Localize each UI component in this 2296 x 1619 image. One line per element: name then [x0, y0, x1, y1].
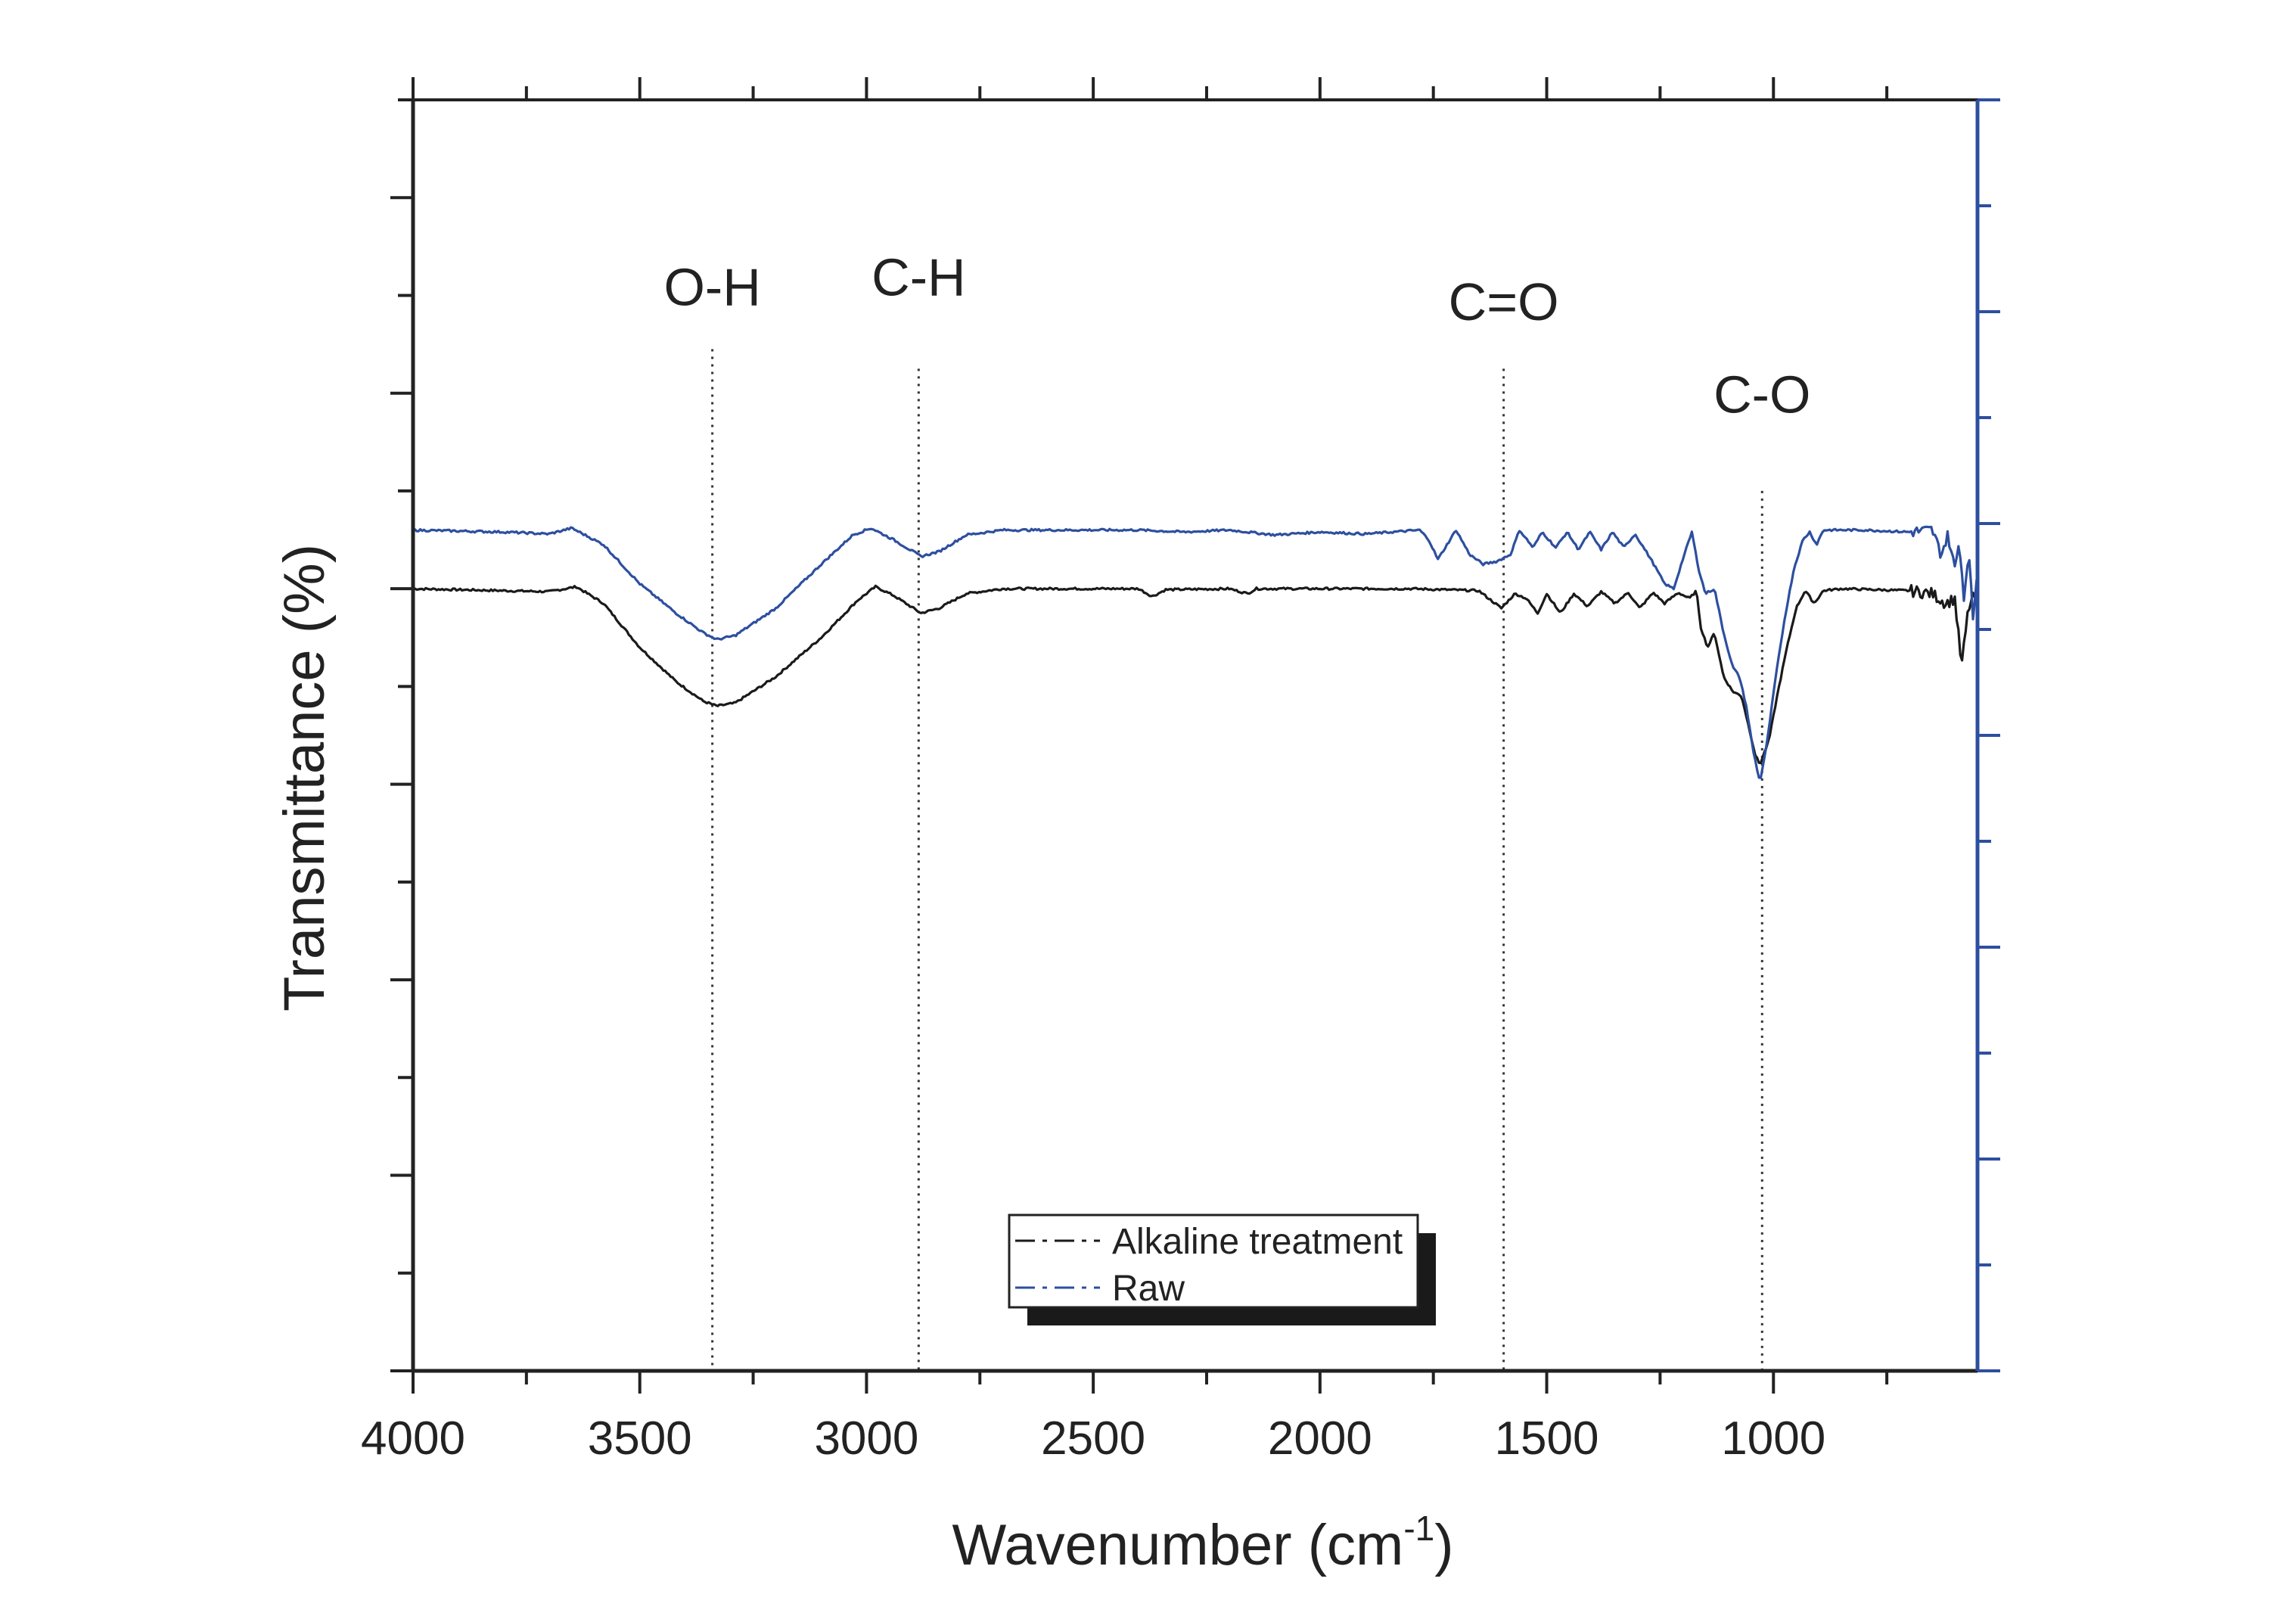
- x-tick-label: 3000: [814, 1412, 918, 1465]
- legend-box: [1008, 1213, 1419, 1309]
- labels: O-H C-H C=O C-O 4000 3500 3000 2500 2000 1500 1000…: [272, 247, 1825, 1577]
- x-axis-title-superscript: -1: [1403, 1509, 1434, 1548]
- x-tick-label: 1500: [1495, 1412, 1599, 1465]
- series-lines: [412, 525, 1978, 779]
- series-line-raw: [412, 525, 1978, 779]
- annotation-label-c-h: C-H: [871, 247, 965, 306]
- annotation-label-c=o: C=O: [1449, 272, 1559, 331]
- legend: Alkaline treatment Raw: [1008, 1213, 1436, 1325]
- axes: [411, 98, 1980, 1373]
- legend-label-raw: Raw: [1112, 1269, 1185, 1309]
- x-axis-title: Wavenumber (cm-1): [952, 1509, 1453, 1577]
- y-axis-title: Transmittance (%): [272, 544, 337, 1011]
- annotation-label-c-o: C-O: [1713, 365, 1810, 424]
- x-tick-label: 2000: [1268, 1412, 1372, 1465]
- ticks: [390, 77, 2000, 1394]
- x-axis-title-main: Wavenumber (cm: [952, 1513, 1403, 1577]
- x-axis-title-suffix: ): [1434, 1513, 1453, 1577]
- series-line-alkaline-treatment: [412, 583, 1978, 765]
- x-tick-label: 3500: [588, 1412, 692, 1465]
- legend-label-alkaline-treatment: Alkaline treatment: [1112, 1222, 1403, 1262]
- x-tick-label: 1000: [1721, 1412, 1825, 1465]
- annotation-label-o-h: O-H: [663, 257, 760, 316]
- annotation-markers: [711, 349, 1763, 1371]
- x-tick-label: 4000: [361, 1412, 465, 1465]
- x-tick-label: 2500: [1041, 1412, 1145, 1465]
